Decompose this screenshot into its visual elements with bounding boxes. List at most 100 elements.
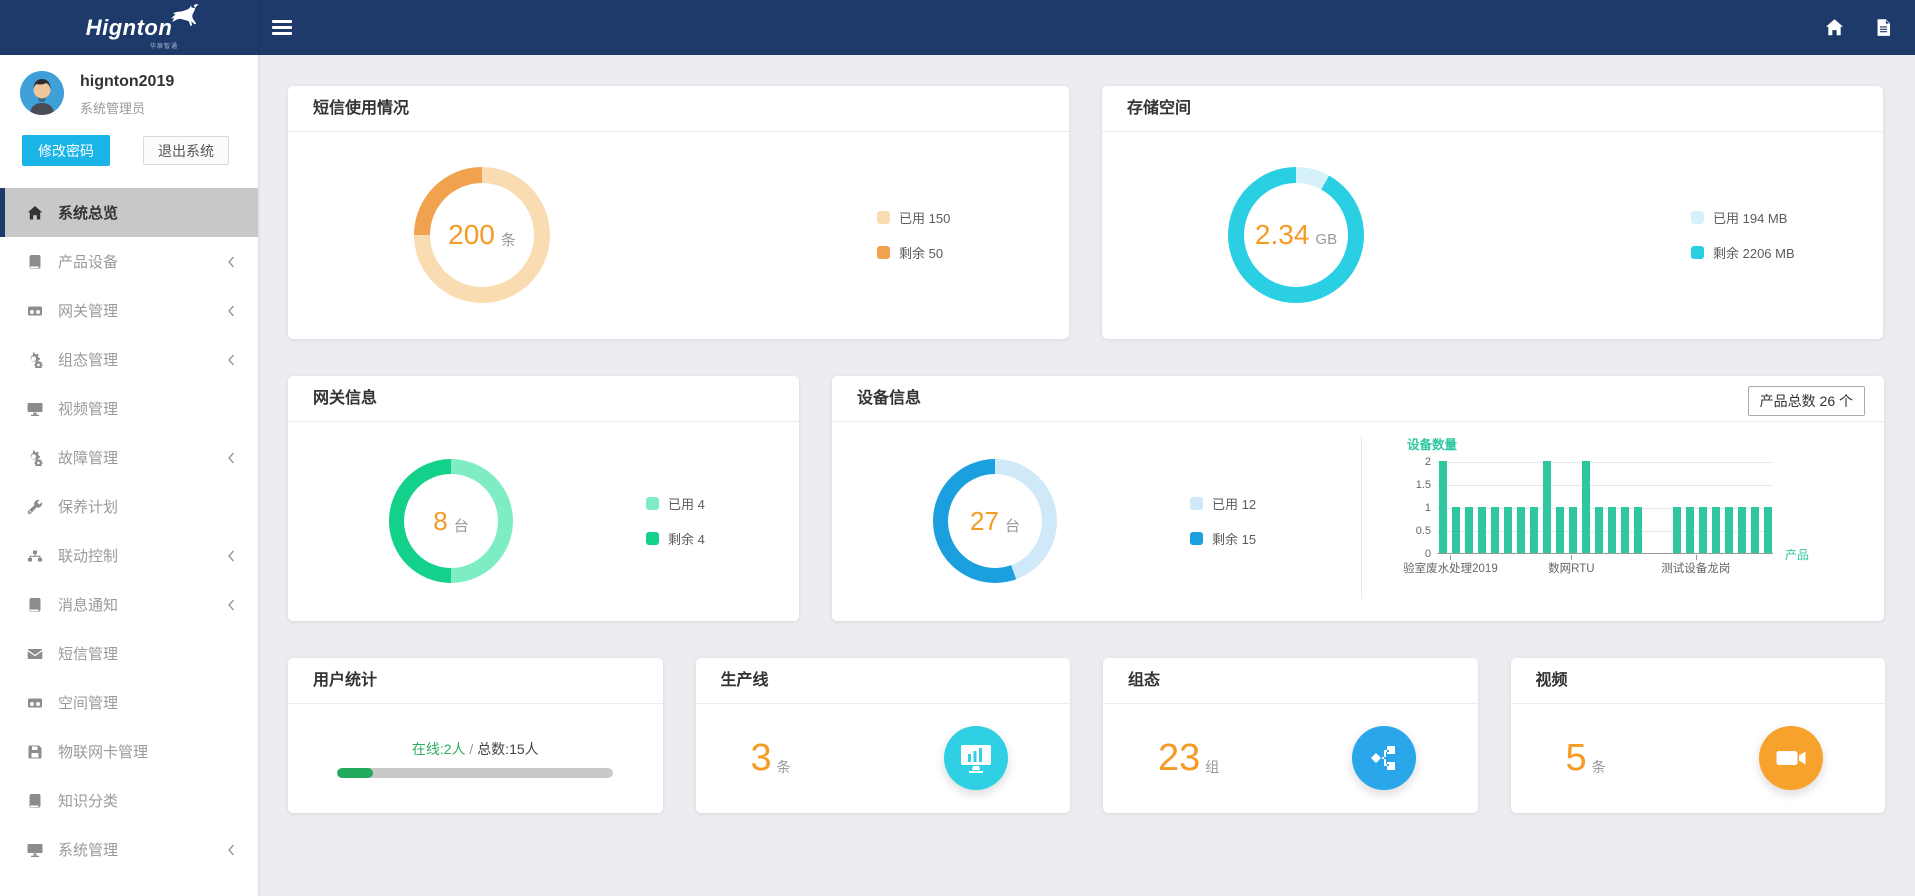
x-axis-label: 测试设备龙岗 (1661, 563, 1731, 575)
sidebar-item-label: 空间管理 (58, 695, 119, 712)
envelope-icon (27, 646, 43, 662)
home-icon[interactable] (1825, 18, 1844, 37)
legend-label: 已用 12 (1212, 497, 1257, 512)
video-camera-icon (1759, 726, 1823, 790)
bar (1439, 461, 1447, 553)
sidebar-item-system-management[interactable]: 系统管理 (0, 825, 258, 874)
legend-label: 已用 194 MB (1713, 211, 1788, 226)
sidebar-item-gateway-management[interactable]: 网关管理 (0, 286, 258, 335)
sidebar-item-scada-management[interactable]: 组态管理 (0, 335, 258, 384)
legend-swatch (1190, 532, 1203, 545)
chevron-left-icon (228, 452, 235, 463)
bar (1465, 507, 1473, 553)
scada-count: 23 (1158, 737, 1201, 779)
bar-chart-plot: 0 0.5 1 1.5 2 验室废水处理2019 数网RTU 测试设备龙岗 (1403, 456, 1773, 575)
legend-label: 剩余 50 (899, 246, 944, 261)
bar (1764, 507, 1772, 553)
gateway-legend: 已用 4 剩余 4 (646, 494, 705, 548)
video-unit: 条 (1591, 759, 1606, 775)
production-unit: 条 (776, 759, 791, 775)
legend-swatch (877, 211, 890, 224)
legend-label: 剩余 4 (668, 532, 705, 547)
sidebar-item-message-notification[interactable]: 消息通知 (0, 580, 258, 629)
device-donut-chart: 27 台 (933, 459, 1057, 583)
hamburger-icon[interactable] (272, 20, 292, 35)
sidebar-item-sms-management[interactable]: 短信管理 (0, 629, 258, 678)
online-users-text: 在线:2人 (411, 740, 466, 757)
bar (1634, 507, 1642, 553)
main-content: 短信使用情况 200 条 已用 150 剩余 50 存储空间 (258, 55, 1915, 896)
brand-logo[interactable]: Hignton 华辰智通 (0, 0, 258, 55)
flowchart-icon (1351, 726, 1416, 790)
gateway-info-card: 网关信息 8 台 已用 4 剩余 4 (288, 376, 799, 621)
sidebar-item-label: 知识分类 (58, 793, 119, 810)
chevron-left-icon (228, 354, 235, 365)
sidebar-item-iot-card-management[interactable]: 物联网卡管理 (0, 727, 258, 776)
production-line-card: 生产线 3 条 (695, 658, 1070, 813)
bar (1608, 507, 1616, 553)
gateway-total-value: 8 (433, 505, 448, 536)
bar (1478, 507, 1486, 553)
sidebar-item-product-devices[interactable]: 产品设备 (0, 237, 258, 286)
x-axis-label: 验室废水处理2019 (1403, 563, 1498, 575)
sidebar-item-label: 视频管理 (58, 401, 119, 418)
monitor-chart-icon (944, 726, 1008, 790)
brand-name: Hignton (85, 14, 173, 40)
storage-card: 存储空间 2.34 GB 已用 194 MB 剩余 2206 MB (1102, 86, 1883, 339)
video-card: 视频 5 条 (1510, 658, 1885, 813)
sidebar-item-video-management[interactable]: 视频管理 (0, 384, 258, 433)
avatar[interactable] (20, 71, 64, 115)
user-role: 系统管理员 (80, 101, 146, 116)
sidebar-item-fault-management[interactable]: 故障管理 (0, 433, 258, 482)
antelope-logo-icon (166, 3, 200, 31)
gears-icon (27, 450, 43, 466)
legend-swatch (646, 532, 659, 545)
bar (1738, 507, 1746, 553)
logout-button[interactable]: 退出系统 (143, 136, 229, 165)
sidebar-item-maintenance-plan[interactable]: 保养计划 (0, 482, 258, 531)
sidebar-item-linkage-control[interactable]: 联动控制 (0, 531, 258, 580)
legend-label: 剩余 2206 MB (1713, 246, 1795, 261)
book-icon (27, 597, 43, 613)
video-icon (27, 303, 43, 319)
sitemap-icon (27, 548, 43, 564)
users-progress-fill (337, 767, 374, 778)
user-stats-card: 用户统计 在线:2人 / 总数:15人 (288, 658, 663, 813)
bar (1712, 507, 1720, 553)
change-password-button[interactable]: 修改密码 (22, 135, 110, 166)
bar (1504, 507, 1512, 553)
floppy-icon (27, 744, 43, 760)
chevron-left-icon (228, 599, 235, 610)
document-icon[interactable] (1874, 18, 1893, 37)
product-total-button[interactable]: 产品总数 26 个 (1747, 386, 1865, 416)
y-axis-tick: 0.5 (1415, 525, 1431, 537)
card-title: 设备信息 (832, 376, 1884, 422)
device-legend: 已用 12 剩余 15 (1190, 494, 1256, 548)
video-count: 5 (1565, 737, 1587, 779)
sidebar-item-label: 故障管理 (58, 450, 119, 467)
bar-chart-title: 设备数量 (1407, 438, 1458, 452)
bar (1595, 507, 1603, 553)
legend-swatch (1691, 246, 1704, 259)
device-info-card: 设备信息 产品总数 26 个 27 台 已用 12 剩余 15 设备数 (832, 376, 1884, 621)
bar (1452, 507, 1460, 553)
card-title: 用户统计 (288, 658, 663, 704)
bar (1699, 507, 1707, 553)
production-count: 3 (750, 737, 772, 779)
bar (1621, 507, 1629, 553)
chevron-left-icon (228, 305, 235, 316)
monitor-icon (27, 401, 43, 417)
wrench-icon (27, 499, 43, 515)
chevron-left-icon (228, 844, 235, 855)
sidebar-item-space-management[interactable]: 空间管理 (0, 678, 258, 727)
sidebar-item-label: 保养计划 (58, 499, 119, 516)
sidebar-item-knowledge-category[interactable]: 知识分类 (0, 776, 258, 825)
bar (1530, 507, 1538, 553)
sidebar-menu: 系统总览 产品设备 网关管理 组态管理 视频管理 (0, 188, 258, 874)
sidebar-item-system-overview[interactable]: 系统总览 (0, 188, 258, 237)
sidebar-item-label: 网关管理 (58, 303, 119, 320)
y-axis-tick: 1 (1424, 502, 1431, 514)
device-total-unit: 台 (1004, 517, 1020, 535)
chevron-left-icon (228, 256, 235, 267)
card-title: 短信使用情况 (288, 86, 1069, 132)
